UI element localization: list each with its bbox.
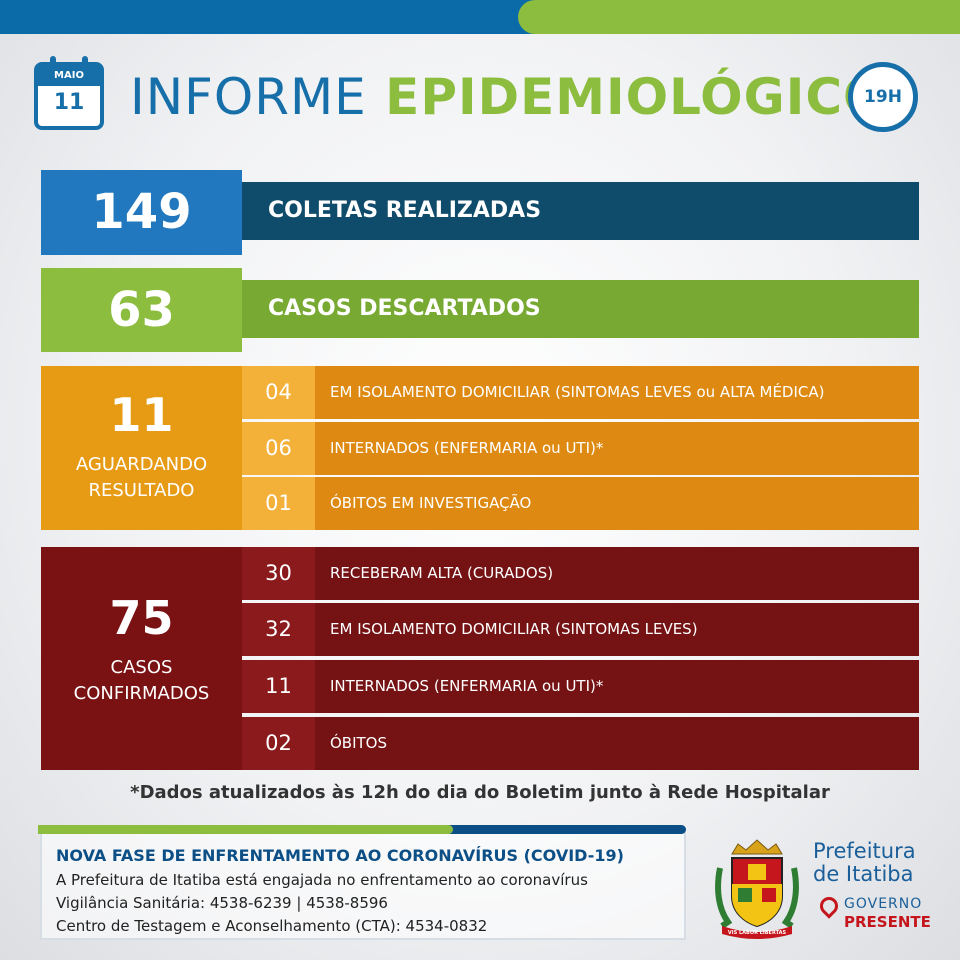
confirmados-item-label: INTERNADOS (ENFERMARIA ou UTI)* <box>330 677 604 695</box>
info-title: NOVA FASE DE ENFRENTAMENTO AO CORONAVÍRU… <box>56 846 624 865</box>
footnote: *Dados atualizados às 12h do dia do Bole… <box>130 782 830 803</box>
gov-line-2: PRESENTE <box>844 913 931 931</box>
info-line-3: Centro de Testagem e Aconselhamento (CTA… <box>56 917 488 935</box>
aguardando-item-num: 04 <box>242 366 315 419</box>
aguardando-item: 06 INTERNADOS (ENFERMARIA ou UTI)* <box>242 422 919 475</box>
confirmados-item-num: 02 <box>242 717 315 770</box>
confirmados-label-2: CONFIRMADOS <box>73 683 210 704</box>
top-bar-green <box>518 0 960 34</box>
aguardando-item-label: EM ISOLAMENTO DOMICILIAR (SINTOMAS LEVES… <box>330 383 825 401</box>
aguardando-value: 11 <box>109 388 174 442</box>
confirmados-item: 32 EM ISOLAMENTO DOMICILIAR (SINTOMAS LE… <box>242 603 919 656</box>
calendar-ring-left <box>50 56 56 70</box>
top-bar-blue <box>0 0 560 34</box>
confirmados-section: 75 CASOS CONFIRMADOS 30 RECEBERAM ALTA (… <box>41 547 919 770</box>
title-part1: INFORME <box>130 68 367 126</box>
confirmados-item: 11 INTERNADOS (ENFERMARIA ou UTI)* <box>242 660 919 713</box>
aguardando-item-num: 06 <box>242 422 315 475</box>
city-crest-icon: VIS LABOR LIBERTAS <box>715 839 799 939</box>
aguardando-item-num: 01 <box>242 477 315 530</box>
aguardando-item: 04 EM ISOLAMENTO DOMICILIAR (SINTOMAS LE… <box>242 366 919 419</box>
aguardando-label-2: RESULTADO <box>88 480 195 501</box>
calendar-month: MAIO <box>38 66 100 86</box>
coletas-row: 149 COLETAS REALIZADAS <box>41 170 919 255</box>
coletas-label: COLETAS REALIZADAS <box>242 182 919 240</box>
brand-name: Prefeitura de Itatiba <box>813 840 916 886</box>
title-part2: EPIDEMIOLÓGICO <box>385 68 887 126</box>
confirmados-item-num: 30 <box>242 547 315 600</box>
clock-time: 19H <box>864 87 902 107</box>
location-pin-icon <box>816 893 842 919</box>
confirmados-item: 02 ÓBITOS <box>242 717 919 770</box>
aguardando-label-1: AGUARDANDO <box>75 454 208 475</box>
confirmados-item-num: 32 <box>242 603 315 656</box>
descartados-value: 63 <box>41 268 242 352</box>
brand-line-2: de Itatiba <box>813 862 914 886</box>
confirmados-value: 75 <box>109 591 174 645</box>
aguardando-section: 11 AGUARDANDO RESULTADO 04 EM ISOLAMENTO… <box>41 366 919 530</box>
info-line-1: A Prefeitura de Itatiba está engajada no… <box>56 871 588 889</box>
info-line-2: Vigilância Sanitária: 4538-6239 | 4538-8… <box>56 894 388 912</box>
confirmados-item: 30 RECEBERAM ALTA (CURADOS) <box>242 547 919 600</box>
gov-line-1: GOVERNO <box>844 896 923 912</box>
confirmados-item-label: EM ISOLAMENTO DOMICILIAR (SINTOMAS LEVES… <box>330 620 698 638</box>
clock-icon: 19H <box>848 62 918 132</box>
aguardando-item: 01 ÓBITOS EM INVESTIGAÇÃO <box>242 477 919 530</box>
descartados-label: CASOS DESCARTADOS <box>242 280 919 338</box>
info-accent-green <box>38 825 453 834</box>
confirmados-item-label: ÓBITOS <box>330 734 388 752</box>
confirmados-label-1: CASOS <box>110 657 173 678</box>
coletas-value: 149 <box>41 170 242 255</box>
calendar-icon: MAIO 11 <box>34 56 104 130</box>
info-box <box>40 828 686 940</box>
descartados-row: 63 CASOS DESCARTADOS <box>41 268 919 352</box>
confirmados-box: 75 CASOS CONFIRMADOS <box>41 547 242 770</box>
page-title: INFORME EPIDEMIOLÓGICO <box>130 68 887 126</box>
aguardando-item-label: ÓBITOS EM INVESTIGAÇÃO <box>330 494 532 512</box>
calendar-ring-right <box>82 56 88 70</box>
brand-line-1: Prefeitura <box>813 839 916 863</box>
confirmados-item-num: 11 <box>242 660 315 713</box>
aguardando-box: 11 AGUARDANDO RESULTADO <box>41 366 242 530</box>
calendar-day: 11 <box>53 90 85 115</box>
aguardando-item-label: INTERNADOS (ENFERMARIA ou UTI)* <box>330 439 604 457</box>
confirmados-item-label: RECEBERAM ALTA (CURADOS) <box>330 564 554 582</box>
crest-motto: VIS LABOR LIBERTAS <box>728 930 787 936</box>
